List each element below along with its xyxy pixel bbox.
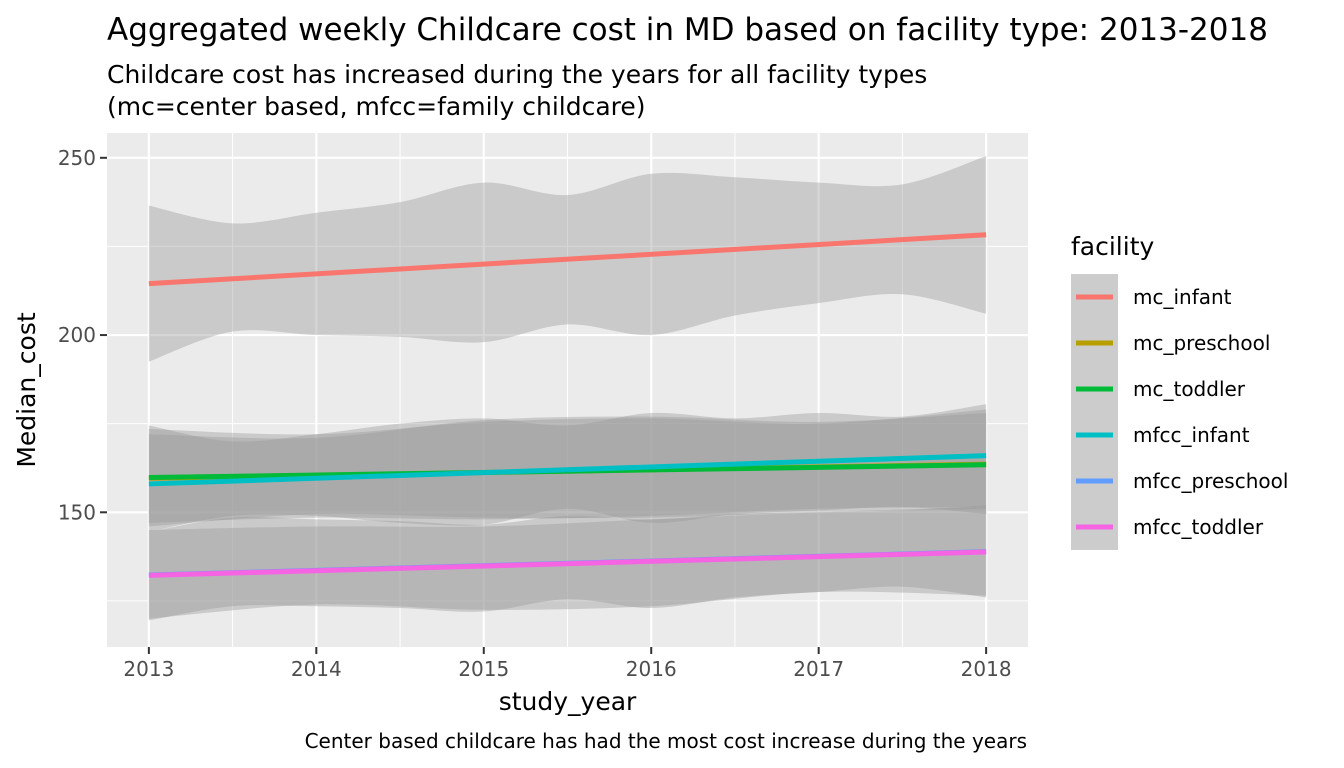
legend-label-mfcc-preschool: mfcc_preschool: [1133, 469, 1288, 493]
y-tick-label: 150: [58, 500, 96, 524]
legend-label-mfcc-toddler: mfcc_toddler: [1133, 515, 1264, 539]
series-lines: [148, 232, 987, 578]
legend-key-background: [1071, 274, 1118, 550]
x-axis: 2013 2014 2015 2016 2017 2018: [123, 647, 1012, 681]
legend-label-mc-toddler: mc_toddler: [1133, 377, 1246, 401]
y-tick-label: 250: [58, 146, 96, 170]
legend: facility mc_infant mc_preschool mc_toddler…: [1071, 232, 1288, 550]
chart-caption: Center based childcare has had the most …: [305, 729, 1027, 753]
series-line-mfcc-infant: [148, 453, 987, 487]
legend-label-mfcc-infant: mfcc_infant: [1133, 423, 1250, 447]
x-tick-label: 2018: [961, 657, 1012, 681]
x-tick-label: 2015: [458, 657, 509, 681]
y-axis: 150 200 250: [58, 146, 107, 524]
x-tick-label: 2016: [626, 657, 677, 681]
chart-title: Aggregated weekly Childcare cost in MD b…: [107, 12, 1268, 48]
chart-subtitle-line-1: Childcare cost has increased during the …: [107, 60, 927, 89]
grid-major-lines: [107, 133, 1028, 647]
x-tick-label: 2017: [793, 657, 844, 681]
legend-title: facility: [1071, 232, 1155, 261]
series-line-mfcc-toddler: [148, 549, 987, 578]
x-axis-label: study_year: [499, 687, 637, 716]
y-axis-label: Median_cost: [12, 312, 41, 467]
x-tick-label: 2013: [123, 657, 174, 681]
y-tick-label: 200: [58, 323, 96, 347]
x-tick-label: 2014: [291, 657, 342, 681]
chart-subtitle-line-2: (mc=center based, mfcc=family childcare): [107, 92, 646, 121]
legend-label-mc-infant: mc_infant: [1133, 285, 1232, 309]
series-line-mc-infant: [148, 232, 987, 287]
legend-label-mc-preschool: mc_preschool: [1133, 331, 1270, 355]
